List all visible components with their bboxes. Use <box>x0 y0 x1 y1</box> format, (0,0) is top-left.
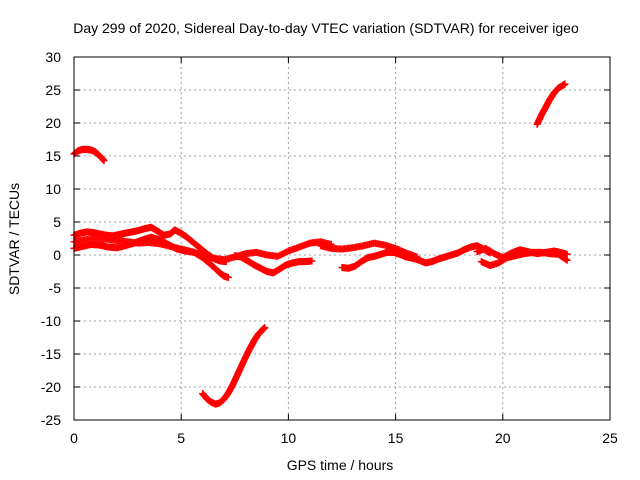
data-point <box>308 257 316 265</box>
y-tick-label: -5 <box>49 280 62 296</box>
data-point <box>563 250 571 258</box>
y-tick-label: 30 <box>45 49 61 65</box>
data-points <box>70 80 571 408</box>
x-tick-label: 5 <box>177 430 185 446</box>
data-point <box>561 80 569 88</box>
series-arc-11 <box>533 80 569 128</box>
data-point <box>261 324 269 332</box>
data-point <box>563 256 571 264</box>
data-point <box>224 273 232 281</box>
x-axis-label: GPS time / hours <box>287 457 394 473</box>
y-axis-label: SDTVAR / TECUs <box>6 183 22 295</box>
y-tick-label: 25 <box>45 82 61 98</box>
y-tick-label: -25 <box>41 412 61 428</box>
y-tick-label: 10 <box>45 181 61 197</box>
y-tick-label: 15 <box>45 148 61 164</box>
series-arc-6 <box>199 324 269 408</box>
series-arc-1 <box>70 145 108 165</box>
x-tick-label: 0 <box>70 430 78 446</box>
x-tick-label: 25 <box>602 430 618 446</box>
series-arc-5 <box>231 252 316 277</box>
x-tick-label: 15 <box>388 430 404 446</box>
series-arc-4 <box>70 235 335 264</box>
series-arc-10 <box>473 244 571 262</box>
x-tick-label: 20 <box>495 430 511 446</box>
x-tick-label: 10 <box>281 430 297 446</box>
y-tick-label: 20 <box>45 115 61 131</box>
y-tick-label: -15 <box>41 346 61 362</box>
y-tick-label: -20 <box>41 379 61 395</box>
y-tick-label: -10 <box>41 313 61 329</box>
y-tick-label: 0 <box>53 247 61 263</box>
chart-title: Day 299 of 2020, Sidereal Day-to-day VTE… <box>73 20 579 36</box>
plot-frame <box>73 56 611 421</box>
data-point <box>100 157 108 165</box>
y-tick-label: 5 <box>53 214 61 230</box>
